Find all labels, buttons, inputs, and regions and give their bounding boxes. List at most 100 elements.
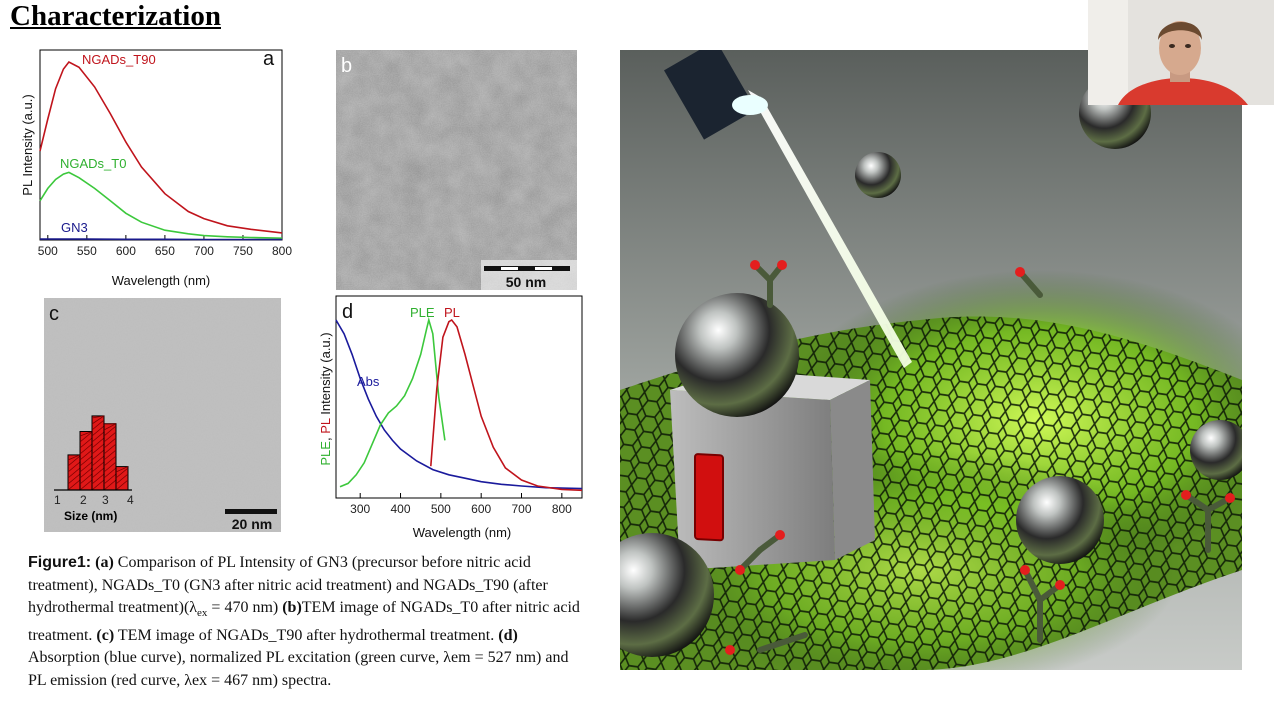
hist-hatch [91, 425, 105, 437]
hist-hatch [67, 479, 81, 491]
a-tick-label: 650 [155, 244, 175, 258]
panel-d-frame [335, 295, 583, 499]
caption-a-sub: ex [197, 607, 208, 620]
a-tick-label: 700 [194, 244, 214, 258]
caption-a-text: Comparison of PL Intensity of GN3 (precu… [28, 554, 548, 616]
caption-c-text: TEM image of NGADs_T90 after hydrotherma… [114, 626, 499, 644]
hist-hatch [103, 437, 117, 449]
hist-hatch [67, 461, 81, 473]
label-ple: PLE [410, 305, 435, 320]
d-tick-label: 300 [350, 502, 370, 516]
hist-hatch [79, 461, 93, 473]
chart-panel-d: d 300 400 500 600 700 800 PLE, PL Intensity (… [318, 295, 583, 540]
hist-bar [115, 466, 129, 491]
label-abs: Abs [357, 374, 380, 389]
hist-hatch [115, 466, 129, 473]
hist-tick-1: 1 [54, 493, 61, 507]
hist-hatch [91, 437, 105, 449]
panel-d-xlabel: Wavelength (nm) [413, 525, 512, 540]
hist-xlabel: Size (nm) [64, 509, 117, 523]
hist-hatch [91, 467, 105, 479]
caption-b-tag: (b) [282, 599, 302, 616]
hist-hatch [103, 449, 117, 461]
hist-hatch [79, 437, 93, 449]
hist-hatch [91, 461, 105, 473]
series-line-pl [430, 318, 583, 492]
hist-hatch [103, 473, 117, 485]
hist-hatch [91, 443, 105, 455]
caption-a-tag: (a) [95, 554, 114, 571]
hist-hatch [67, 473, 81, 485]
label-pl: PL [444, 305, 460, 320]
ylabel-rest: Intensity (a.u.) [318, 332, 333, 418]
presenter-video [1088, 0, 1274, 105]
series-line-abs [335, 319, 583, 490]
panel-c-letter: c [49, 303, 59, 325]
panel-b-letter: b [341, 55, 352, 77]
a-tick-label: 600 [116, 244, 136, 258]
series-line-ngads-t90 [39, 60, 283, 234]
hist-hatch [103, 423, 117, 431]
hist-hatch [103, 431, 117, 443]
hist-hatch [91, 415, 105, 419]
scalebar-b-label: 50 nm [506, 274, 546, 290]
a-tick-label: 550 [77, 244, 97, 258]
scalebar-b [484, 266, 570, 271]
hist-hatch [103, 479, 117, 491]
illustration-graphene-sensor [620, 50, 1242, 670]
caption-c-tag: (c) [96, 626, 115, 644]
hist-hatch [79, 479, 93, 491]
series-line-ple [339, 316, 446, 488]
hist-hatch [67, 455, 81, 467]
ylabel-ple: PLE [318, 441, 333, 466]
hist-hatch [103, 467, 117, 479]
hist-hatch [79, 467, 93, 479]
hist-hatch [91, 419, 105, 431]
a-tick-label: 500 [38, 244, 58, 258]
series-label-ngads-t0: NGADs_T0 [60, 156, 126, 171]
series-line-ngads-t0 [39, 171, 283, 239]
slide-title: Characterization [10, 0, 221, 32]
caption-d-tag: (d) [498, 626, 518, 644]
hist-hatch [103, 461, 117, 473]
caption-b-text: TEM image of NGADs_T0 after nitric acid … [28, 599, 580, 644]
d-tick-label: 600 [471, 502, 491, 516]
caption-head: Figure1: [28, 554, 92, 571]
caption-a-tail: = 470 nm) [207, 599, 283, 616]
hist-hatch [103, 455, 117, 467]
panel-a-letter: a [263, 48, 275, 70]
panel-d-ylabel: PLE, PL Intensity (a.u.) [318, 332, 333, 465]
panel-a-ylabel: PL Intensity (a.u.) [20, 94, 35, 195]
ylabel-pl: PL [318, 418, 333, 434]
hist-hatch [91, 449, 105, 461]
panel-a-frame [39, 49, 283, 241]
series-label-ngads-t90: NGADs_T90 [82, 52, 156, 67]
hist-hatch [67, 467, 81, 479]
hist-hatch [79, 443, 93, 455]
hist-hatch [79, 449, 93, 461]
d-tick-label: 500 [431, 502, 451, 516]
hist-hatch [79, 473, 93, 485]
a-tick-label: 750 [233, 244, 253, 258]
panel-a-xlabel: Wavelength (nm) [112, 273, 211, 288]
hist-hatch [103, 443, 117, 455]
hist-hatch [91, 431, 105, 443]
hist-hatch [79, 431, 93, 443]
hist-hatch [115, 467, 129, 479]
figure-caption: Figure1: (a) Comparison of PL Intensity … [28, 552, 588, 692]
hist-hatch [91, 479, 105, 491]
hist-hatch [79, 455, 93, 467]
hist-hatch [79, 431, 93, 437]
a-tick-label: 800 [272, 244, 292, 258]
d-tick-label: 400 [391, 502, 411, 516]
scalebar-c [225, 509, 277, 514]
panel-d-letter: d [342, 301, 353, 323]
chart-panel-a: a 500 550 600 650 700 750 800 PL Intensity (a.… [20, 48, 292, 288]
tem-image-b: 50 nm b [336, 50, 577, 290]
d-tick-label: 800 [552, 502, 572, 516]
d-tick-label: 700 [511, 502, 531, 516]
hist-hatch [115, 473, 129, 485]
tem-b-texture: 50 nm b [336, 50, 577, 290]
hist-hatch [91, 455, 105, 467]
hist-tick-4: 4 [127, 493, 134, 507]
